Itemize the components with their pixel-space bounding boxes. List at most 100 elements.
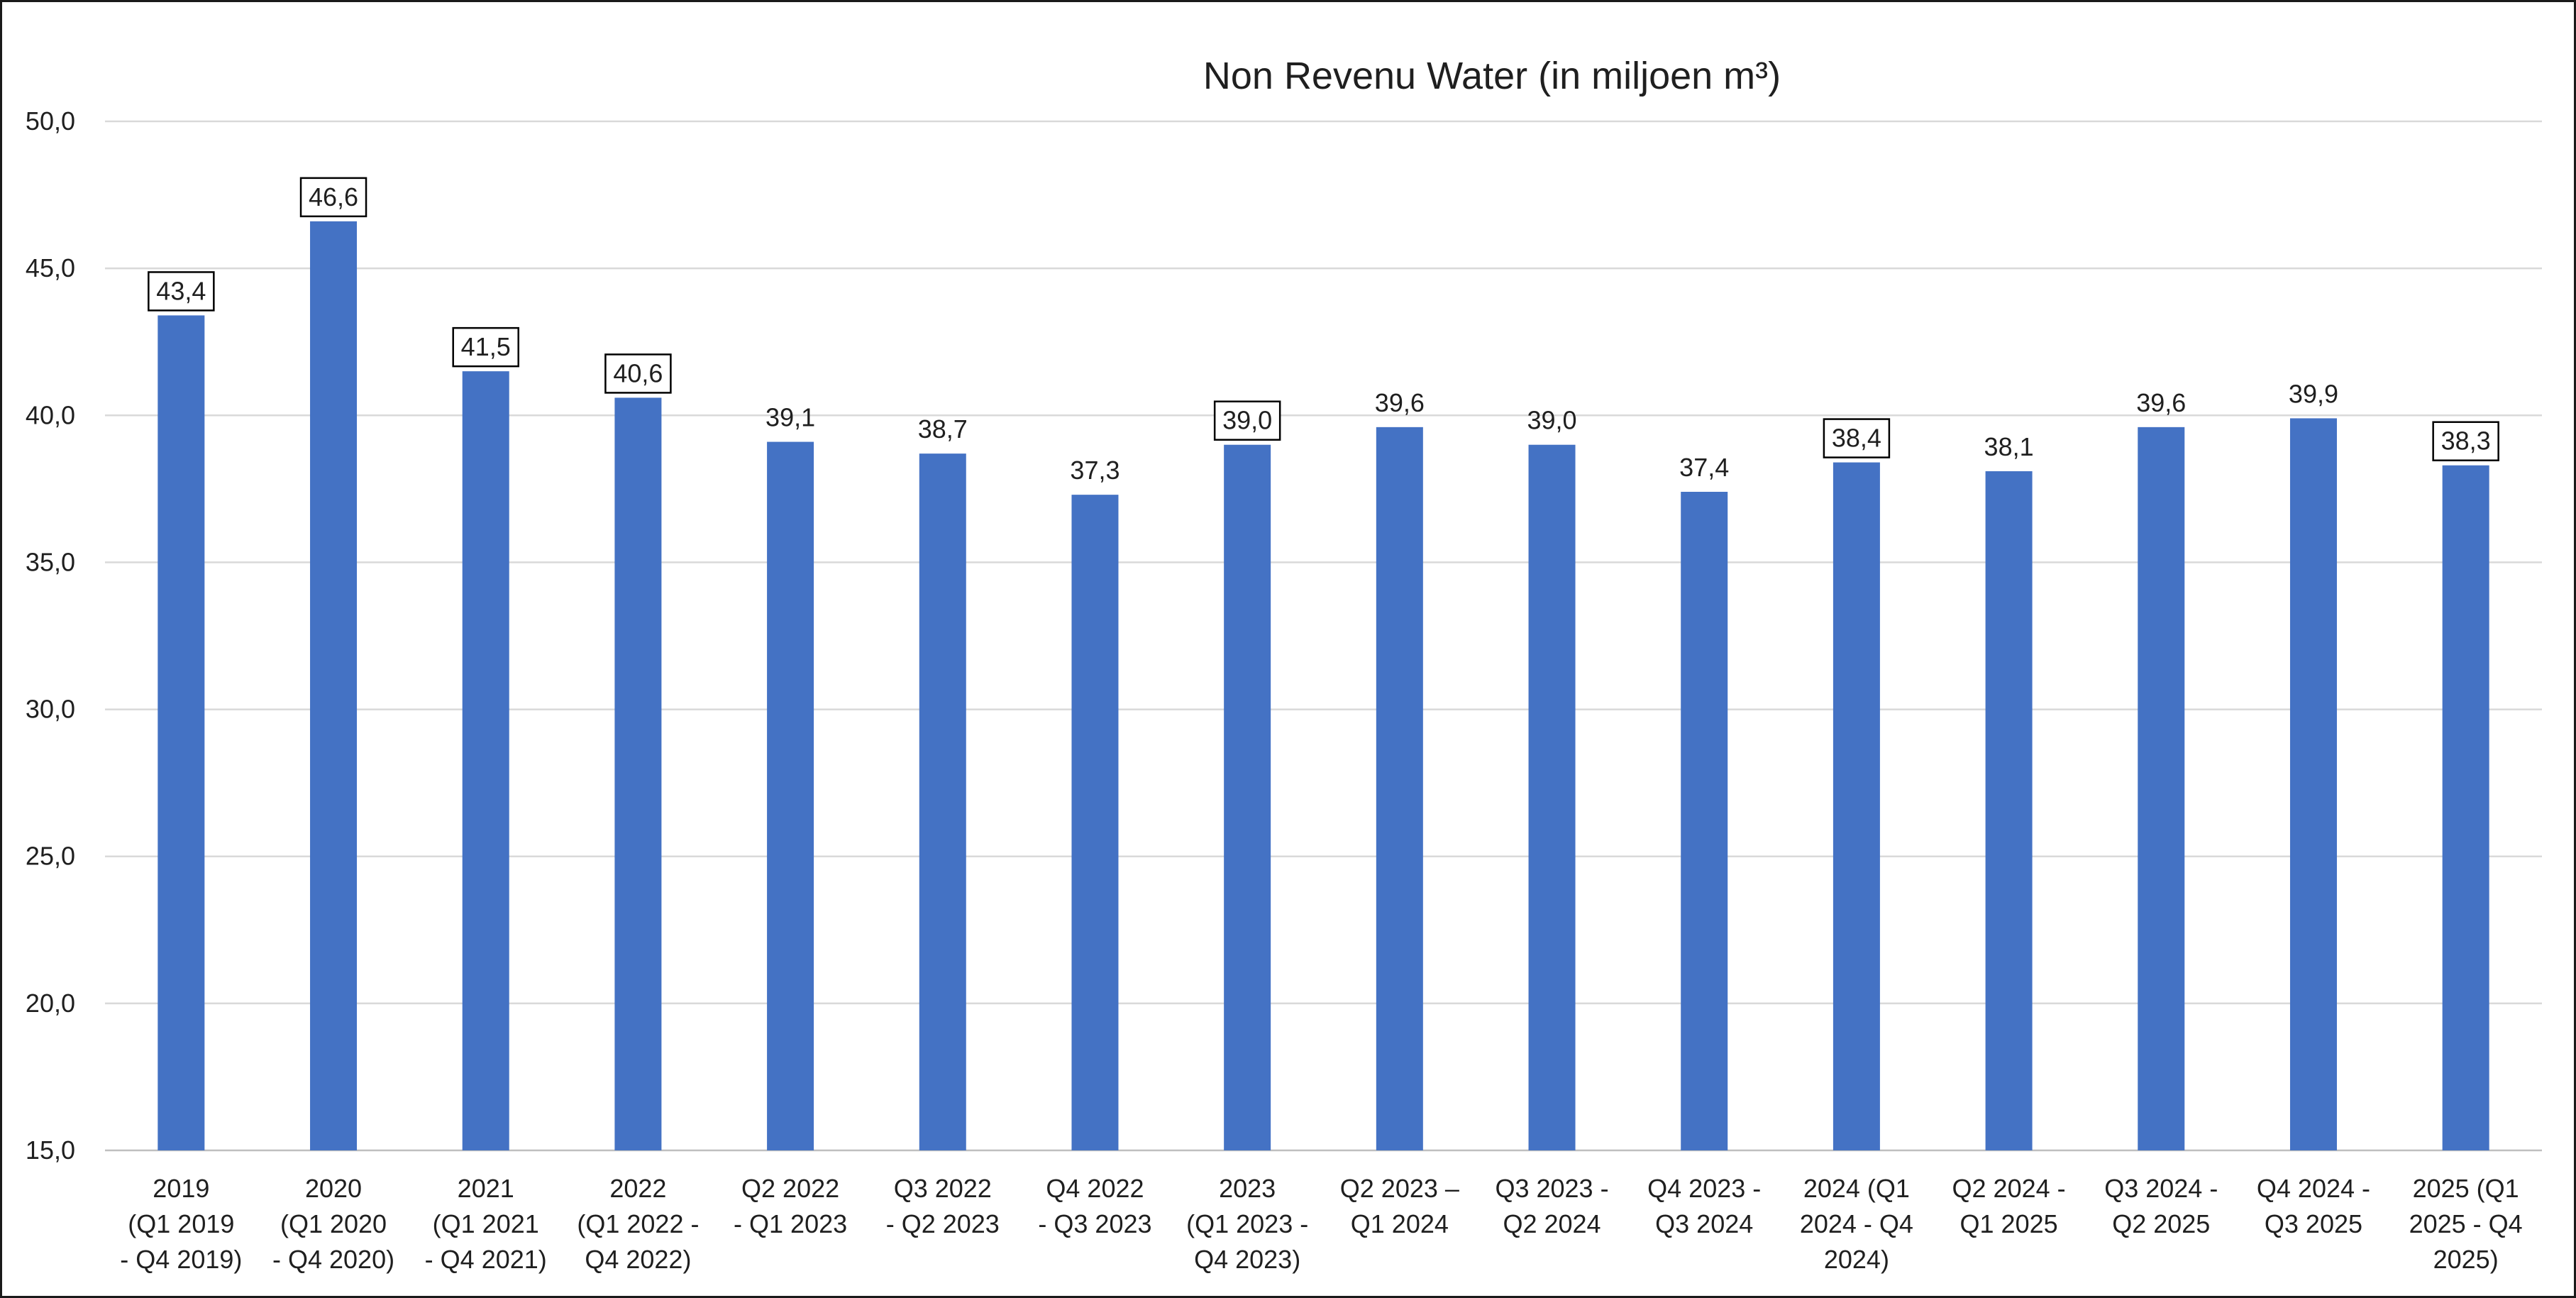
x-tick-label-line: (Q1 2023 - — [1186, 1209, 1308, 1238]
x-tick-label-line: 2022 — [609, 1174, 666, 1203]
x-tick-label-line: Q3 2024 - — [2104, 1174, 2218, 1203]
x-tick-label-line: - Q4 2021) — [425, 1245, 547, 1274]
x-tick-label-line: - Q3 2023 — [1038, 1209, 1151, 1238]
x-tick-label: Q2 2023 – Q1 2024 — [1340, 1174, 1459, 1238]
x-tick-label-line: 2024 (Q1 — [1803, 1174, 1910, 1203]
x-tick-label: Q2 2024 - Q1 2025 — [1952, 1174, 2066, 1238]
x-tick-label-line: Q2 2022 — [741, 1174, 839, 1203]
x-tick-label-line: 2024) — [1824, 1245, 1889, 1274]
x-tick-label-line: (Q1 2022 - — [577, 1209, 699, 1238]
x-tick-label-line: 2019 — [153, 1174, 209, 1203]
data-label: 39,9 — [2289, 379, 2338, 408]
x-tick-label-line: (Q1 2020 — [280, 1209, 387, 1238]
x-tick-label-line: - Q1 2023 — [734, 1209, 847, 1238]
x-tick-label-line: Q3 2023 - — [1495, 1174, 1608, 1203]
data-label: 37,3 — [1070, 456, 1120, 485]
data-label-box — [452, 326, 519, 368]
y-axis-ticks: 15,0 20,0 25,0 30,0 35,0 40,0 45,0 50,0 — [26, 106, 75, 1165]
bar — [2289, 418, 2337, 1150]
x-tick-label-line: Q3 2024 — [1655, 1209, 1753, 1238]
x-tick-label-line: Q2 2025 — [2112, 1209, 2210, 1238]
bar — [1985, 471, 2033, 1150]
x-tick-label-line: Q4 2024 - — [2257, 1174, 2370, 1203]
bar — [1528, 444, 1576, 1150]
x-tick-label-line: Q2 2023 – — [1340, 1174, 1459, 1203]
x-tick-label: Q3 2023 - Q2 2024 — [1495, 1174, 1608, 1238]
bar — [919, 453, 966, 1150]
data-label: 40,6 — [613, 358, 663, 387]
bar — [614, 397, 662, 1150]
x-tick-label-line: (Q1 2021 — [433, 1209, 539, 1238]
data-label: 39,0 — [1527, 406, 1576, 435]
x-tick-label: 2025 (Q1 2025 - Q4 2025) — [2409, 1174, 2523, 1274]
data-label: 38,1 — [1984, 432, 2034, 461]
data-label: 37,4 — [1679, 453, 1729, 482]
data-label: 39,6 — [1375, 388, 1425, 417]
bars — [157, 221, 2489, 1151]
x-tick-label: 2023 (Q1 2023 - Q4 2023) — [1186, 1174, 1308, 1274]
y-tick-label: 20,0 — [26, 989, 75, 1018]
x-tick-label-line: - Q4 2020) — [272, 1245, 394, 1274]
data-label: 39,1 — [765, 403, 815, 432]
data-label: 46,6 — [309, 182, 358, 211]
data-label: 41,5 — [461, 332, 511, 361]
y-tick-label: 50,0 — [26, 106, 75, 136]
x-tick-label-line: 2020 — [305, 1174, 362, 1203]
bar — [1833, 462, 1880, 1150]
x-tick-label: 2021 (Q1 2021 - Q4 2021) — [425, 1174, 547, 1274]
x-tick-label-line: 2023 — [1219, 1174, 1276, 1203]
y-tick-label: 30,0 — [26, 695, 75, 724]
x-tick-label-line: Q2 2024 — [1503, 1209, 1601, 1238]
chart-title: Non Revenu Water (in miljoen m³) — [1203, 55, 1781, 97]
bar — [2138, 427, 2185, 1150]
bar — [767, 441, 814, 1150]
x-tick-label: 2024 (Q1 2024 - Q4 2024) — [1800, 1174, 1913, 1274]
data-label: 43,4 — [156, 276, 206, 305]
bar — [157, 315, 205, 1150]
data-label: 38,3 — [2441, 427, 2491, 456]
y-tick-label: 45,0 — [26, 253, 75, 282]
bar — [1681, 492, 1728, 1150]
x-tick-label-line: Q2 2024 - — [1952, 1174, 2066, 1203]
bar — [1376, 427, 1423, 1150]
x-tick-label-line: (Q1 2019 — [128, 1209, 234, 1238]
x-tick-label: Q4 2022 - Q3 2023 — [1038, 1174, 1151, 1238]
data-label: 39,6 — [2136, 388, 2186, 417]
x-tick-label-line: Q4 2022 — [1046, 1174, 1144, 1203]
x-tick-label-line: Q4 2022) — [585, 1245, 691, 1274]
x-tick-label-line: Q3 2025 — [2265, 1209, 2362, 1238]
bar — [1071, 495, 1119, 1150]
data-label-box — [604, 353, 672, 394]
gridlines — [105, 120, 2542, 1152]
x-tick-label-line: 2025) — [2433, 1245, 2499, 1274]
x-tick-label: Q4 2023 - Q3 2024 — [1647, 1174, 1761, 1238]
x-tick-label: Q3 2024 - Q2 2025 — [2104, 1174, 2218, 1238]
bar — [310, 221, 358, 1150]
x-tick-label-line: Q1 2024 — [1351, 1209, 1449, 1238]
x-tick-label-line: Q1 2025 — [1960, 1209, 2058, 1238]
data-label: 38,4 — [1832, 424, 1881, 453]
data-label-box — [148, 271, 215, 312]
y-tick-label: 15,0 — [26, 1135, 75, 1165]
x-tick-label-line: - Q4 2019) — [120, 1245, 242, 1274]
y-tick-label: 35,0 — [26, 547, 75, 576]
x-tick-label-line: Q4 2023 - — [1647, 1174, 1761, 1203]
x-tick-label-line: 2021 — [458, 1174, 514, 1203]
x-tick-label-line: - Q2 2023 — [886, 1209, 1000, 1238]
y-tick-label: 25,0 — [26, 842, 75, 871]
x-tick-label: Q4 2024 - Q3 2025 — [2257, 1174, 2370, 1238]
data-label: 38,7 — [918, 414, 968, 444]
x-tick-label-line: 2025 - Q4 — [2409, 1209, 2523, 1238]
x-axis-labels: 2019 (Q1 2019 - Q4 2019) 2020 (Q1 2020 - Q4 2… — [120, 1174, 2522, 1274]
x-tick-label: 2022 (Q1 2022 - Q4 2022) — [577, 1174, 699, 1274]
data-label: 39,0 — [1222, 406, 1272, 435]
data-label-box — [299, 177, 367, 218]
x-tick-label-line: Q3 2022 — [894, 1174, 992, 1203]
x-tick-label-line: 2025 (Q1 — [2413, 1174, 2519, 1203]
data-label-box — [1823, 418, 1891, 458]
x-tick-label: 2019 (Q1 2019 - Q4 2019) — [120, 1174, 242, 1274]
x-tick-label: Q3 2022 - Q2 2023 — [886, 1174, 1000, 1238]
x-tick-label-line: Q4 2023) — [1194, 1245, 1300, 1274]
